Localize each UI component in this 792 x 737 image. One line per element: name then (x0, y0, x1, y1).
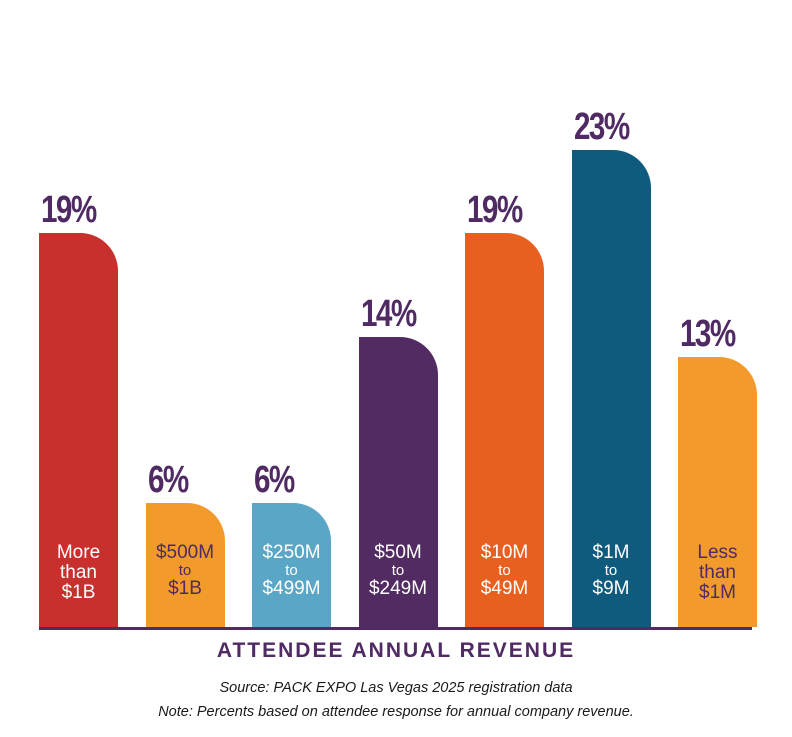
category-label-line: than (60, 561, 97, 583)
category-label-4: $50M to $249M (353, 543, 444, 599)
bar-3 (252, 502, 331, 627)
bar-4 (358, 336, 438, 627)
category-label-1: More than $1B (33, 543, 124, 603)
category-label-line: $9M (592, 577, 630, 599)
category-label-line: to (391, 561, 405, 579)
bar-chart: 19% More than $1B 6% $500M to $1B 6% $250M to $499M… (33, 105, 763, 627)
category-label-line: Less (697, 542, 738, 563)
value-label-3: 6% (254, 458, 295, 501)
bar-5 (465, 232, 544, 627)
category-label-line: $1B (61, 581, 96, 603)
category-label-line: to (178, 561, 192, 579)
x-axis-title: ATTENDEE ANNUAL REVENUE (216, 639, 576, 662)
value-label-7: 13% (680, 313, 736, 356)
value-label-2: 6% (147, 458, 189, 501)
value-label-1: 19% (41, 188, 97, 231)
category-label-line: than (699, 561, 736, 583)
category-label-5: $10M to $49M (459, 543, 550, 599)
category-label-line: $50M (374, 542, 422, 563)
category-label-line: $250M (262, 542, 321, 563)
category-label-line: $1M (699, 581, 736, 603)
category-label-line: $10M (480, 542, 529, 563)
category-label-line: $249M (368, 577, 428, 599)
category-label-7: Less than $1M (672, 543, 763, 603)
bar-7 (678, 357, 757, 627)
category-label-line: to (498, 561, 511, 579)
category-label-line: $1M (592, 542, 630, 563)
category-label-line: $499M (262, 577, 321, 599)
category-label-line: to (604, 561, 618, 579)
value-label-6: 23% (573, 105, 630, 148)
source-note: Source: PACK EXPO Las Vegas 2025 registr… (219, 680, 573, 696)
category-label-line: More (56, 542, 101, 563)
category-label-line: $500M (155, 542, 215, 563)
category-label-2: $500M to $1B (140, 543, 231, 599)
percent-note: Note: Percents based on attendee respons… (158, 704, 634, 720)
category-label-6: $1M to $9M (566, 543, 657, 599)
category-label-line: $49M (480, 577, 529, 599)
bar-2 (145, 502, 225, 627)
x-axis-line (39, 627, 752, 630)
category-label-line: $1B (168, 577, 202, 599)
value-label-4: 14% (360, 292, 417, 335)
category-label-line: to (285, 561, 298, 579)
bar-6 (571, 149, 651, 627)
bar-1 (39, 232, 118, 627)
category-label-3: $250M to $499M (246, 543, 337, 599)
value-label-5: 19% (467, 188, 523, 231)
